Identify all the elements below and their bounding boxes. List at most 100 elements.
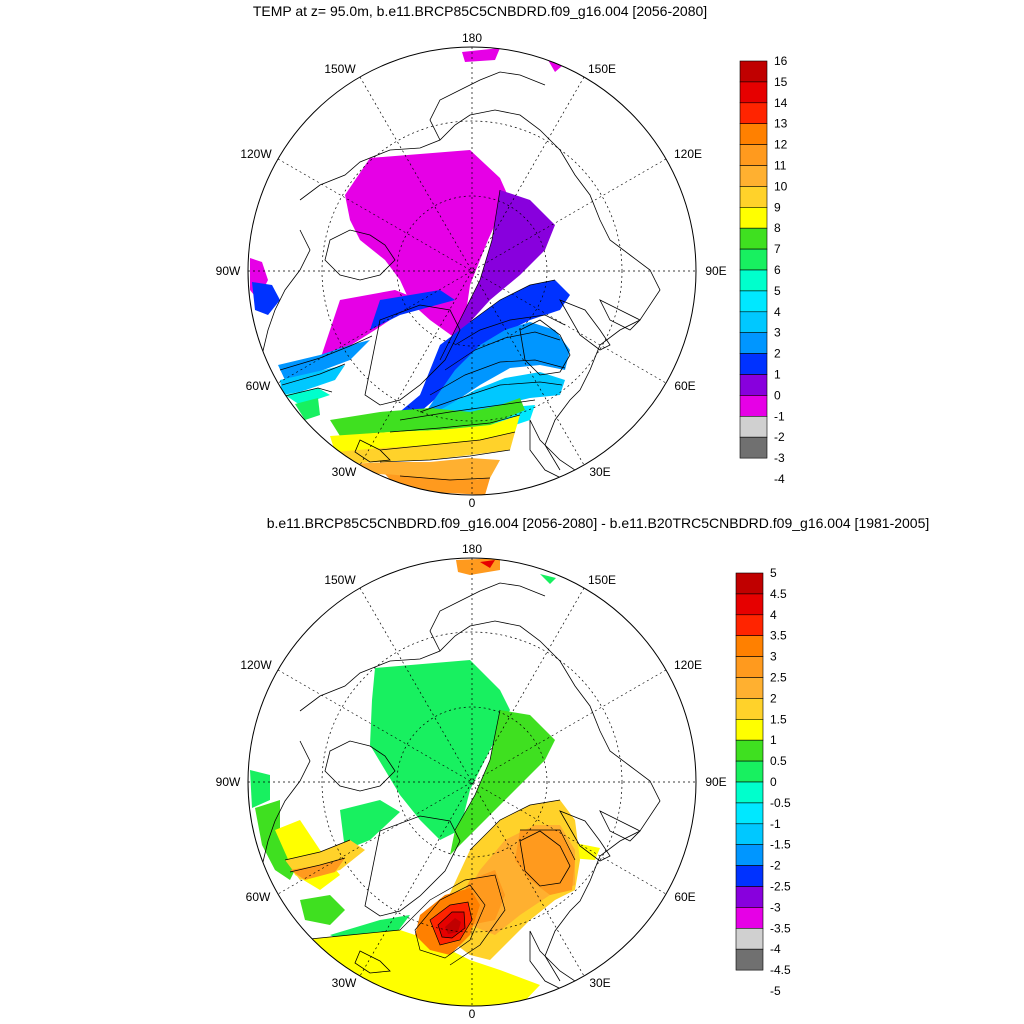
- field-region: [480, 560, 495, 568]
- coastline: [519, 830, 571, 887]
- graticule-panel-2: [248, 558, 696, 1006]
- coastline: [559, 299, 611, 351]
- colorbar-swatch: [739, 102, 768, 125]
- coastline: [354, 439, 391, 463]
- contour: [379, 431, 516, 451]
- lon-label: 30W: [332, 976, 357, 990]
- contours-panel-2: [284, 709, 576, 966]
- coastline: [324, 229, 396, 281]
- field-region: [340, 800, 400, 850]
- map-border: [247, 46, 697, 496]
- lon-label: 180: [462, 542, 482, 556]
- contour: [469, 799, 561, 851]
- colorbar-swatch: [735, 886, 764, 908]
- lon-label: 120E: [674, 658, 702, 672]
- lon-label: 180: [462, 31, 482, 45]
- colorbar-label: 1.5: [770, 712, 787, 726]
- coastline: [519, 319, 571, 376]
- coastline: [364, 304, 461, 406]
- contour: [389, 414, 521, 433]
- field-region: [548, 60, 562, 72]
- lon-label: 60E: [674, 890, 695, 904]
- map-border: [247, 557, 697, 1007]
- colorbar-swatch: [739, 269, 768, 292]
- contour: [279, 335, 373, 371]
- lon-label: 150W: [324, 62, 356, 76]
- field-region: [385, 474, 490, 495]
- contour: [437, 911, 466, 939]
- coastline: [529, 930, 576, 992]
- colorbar-swatch: [739, 248, 768, 271]
- colorbar-label: 3.5: [770, 629, 787, 643]
- lon-label: 150E: [588, 573, 616, 587]
- field-region: [280, 365, 345, 395]
- colorbar-label: -2: [770, 859, 781, 873]
- colorbar-label: 11: [774, 159, 787, 173]
- contour: [429, 359, 566, 396]
- colorbar-label: -3: [774, 451, 785, 465]
- colorbar-swatch: [735, 677, 764, 699]
- coastline: [429, 71, 546, 141]
- colorbar-swatch: [735, 927, 764, 950]
- colorbar-swatch: [739, 374, 768, 396]
- colorbar-swatch: [735, 781, 764, 804]
- colorbar-label: 2: [774, 347, 781, 361]
- colorbar-label: 4: [774, 305, 781, 319]
- lon-label: 30W: [332, 465, 357, 479]
- colorbar-swatch: [735, 635, 764, 657]
- colorbar-swatch: [739, 332, 768, 354]
- colorbar-label: -5: [770, 984, 781, 998]
- lon-label: 120E: [674, 147, 702, 161]
- colorbar-swatch: [735, 948, 764, 971]
- field-region: [370, 660, 510, 840]
- field-region: [450, 710, 555, 855]
- coastline: [299, 620, 661, 982]
- colorbar-label: 0: [774, 388, 781, 402]
- coastline: [529, 419, 576, 481]
- colorbar-swatch: [735, 656, 764, 678]
- colorbar-label: -4.5: [770, 963, 791, 977]
- lon-label: 0: [469, 1007, 476, 1021]
- colorbar-swatch: [739, 123, 768, 145]
- field-region: [300, 895, 345, 925]
- colorbar-label: 2: [770, 691, 777, 705]
- colorbar-label: 5: [774, 284, 781, 298]
- colorbar-label: 6: [774, 263, 781, 277]
- colorbar-label: 15: [774, 75, 788, 89]
- colorbar-swatch: [739, 227, 768, 250]
- colorbar-label: 4: [770, 608, 777, 622]
- colorbar-label: -2.5: [770, 880, 791, 894]
- colorbar-swatch: [735, 760, 764, 783]
- colorbar-swatch: [739, 165, 768, 187]
- colorbar-label: 7: [774, 242, 781, 256]
- map-panel-2: 180 150W 150E 120W 120E 90W 90E 60W 60E …: [216, 542, 791, 1021]
- colorbar-swatch: [739, 415, 768, 438]
- field-region: [335, 432, 515, 464]
- colorbar-label: -2: [774, 430, 785, 444]
- contour: [520, 829, 576, 861]
- lon-label: 90W: [216, 775, 241, 789]
- colorbar-label: -1.5: [770, 838, 791, 852]
- contour: [469, 279, 556, 323]
- lon-label: 90E: [705, 264, 726, 278]
- field-region: [330, 415, 520, 452]
- latitude-circle: [396, 706, 548, 858]
- colorbar-swatch: [735, 593, 764, 616]
- field-region: [420, 322, 570, 420]
- map-panel-1: 180 150W 150E 120W 120E 90W 90E 60W 60E …: [216, 31, 788, 510]
- colorbar-swatch: [739, 186, 768, 208]
- colorbar-swatch: [735, 907, 764, 929]
- colorbar-label: 16: [774, 54, 788, 68]
- coastline: [299, 109, 661, 471]
- contour: [444, 331, 561, 371]
- colorbar-swatch: [735, 865, 764, 887]
- field-region: [252, 282, 280, 315]
- colorbar-swatch: [735, 614, 764, 636]
- lon-labels-panel-2: 180 150W 150E 120W 120E 90W 90E 60W 60E …: [216, 542, 727, 1021]
- lon-label: 150W: [324, 573, 356, 587]
- lon-label: 0: [469, 496, 476, 510]
- latitude-circle: [321, 631, 623, 933]
- colorbar-label: 8: [774, 221, 781, 235]
- colorbar-label: -3: [770, 900, 781, 914]
- latitude-circle: [396, 195, 548, 347]
